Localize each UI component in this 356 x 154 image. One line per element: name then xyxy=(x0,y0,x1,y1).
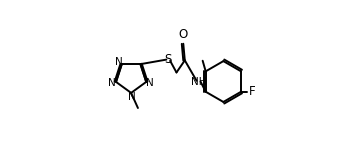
Text: N: N xyxy=(108,78,116,88)
Text: O: O xyxy=(179,28,188,41)
Text: N: N xyxy=(146,78,153,88)
Text: F: F xyxy=(249,85,256,98)
Text: N: N xyxy=(128,92,136,102)
Text: N: N xyxy=(115,57,122,67)
Text: NH: NH xyxy=(191,77,206,87)
Text: S: S xyxy=(164,53,172,66)
